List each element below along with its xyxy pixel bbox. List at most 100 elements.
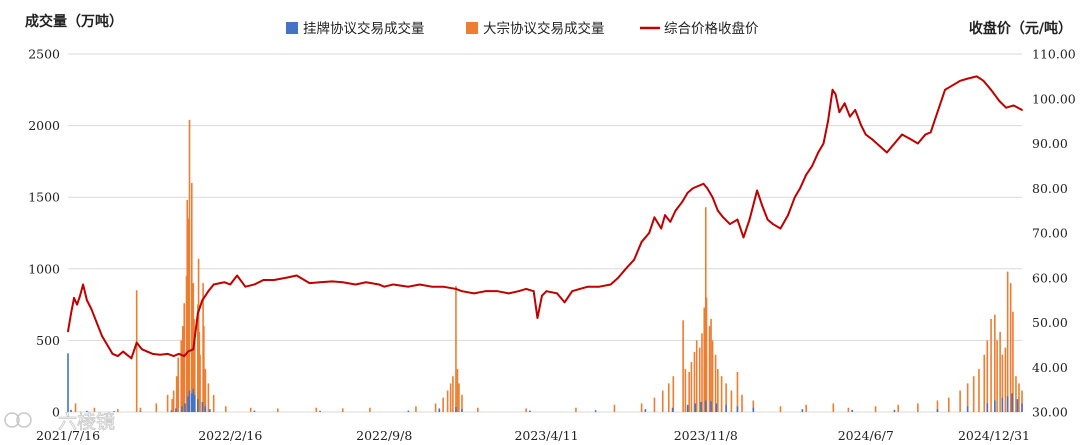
price-point: [166, 352, 169, 355]
price-point: [308, 282, 311, 285]
price-point: [111, 352, 114, 355]
x-tick-label: 2022/9/8: [356, 428, 412, 443]
bar-listing: [736, 406, 739, 412]
price-point: [273, 279, 275, 281]
right-tick-label: 110.00: [1032, 47, 1076, 62]
price-point: [697, 185, 700, 187]
bar-listing: [190, 393, 193, 412]
price-point: [761, 205, 764, 208]
bar-listing: [455, 406, 457, 412]
bar-listing: [197, 399, 199, 412]
price-point: [702, 182, 705, 185]
bar-block: [224, 406, 227, 412]
price-point: [541, 294, 543, 297]
price-point: [779, 227, 782, 230]
price-point: [817, 151, 820, 154]
watermark: 六棱镜: [4, 411, 115, 433]
price-point: [319, 281, 321, 284]
price-point: [936, 111, 939, 114]
price-point: [392, 283, 395, 286]
bar-block: [93, 407, 96, 412]
right-tick-label: 100.00: [1032, 91, 1076, 106]
bar-block: [204, 369, 207, 412]
legend-label-listing: 挂牌协议交易成交量: [303, 20, 425, 37]
price-point: [556, 292, 558, 295]
bar-block: [1004, 347, 1007, 412]
price-point: [805, 173, 808, 176]
bar-block: [461, 394, 463, 412]
bar-block: [341, 408, 344, 412]
bar-listing: [201, 401, 204, 412]
bar-block: [917, 403, 919, 412]
bar-block: [994, 314, 996, 412]
price-point: [229, 283, 232, 286]
bar-listing: [175, 408, 177, 412]
bar-block: [983, 354, 986, 412]
bar-block: [477, 407, 479, 412]
price-point: [854, 109, 857, 111]
bar-block: [442, 397, 444, 412]
left-tick-label: 500: [36, 333, 60, 348]
bar-listing: [986, 403, 989, 412]
price-point: [669, 220, 672, 223]
price-point: [640, 241, 643, 243]
watermark-logo-icon-2: [16, 412, 32, 428]
price-point: [178, 352, 180, 355]
bar-block: [1009, 283, 1012, 412]
price-point: [85, 299, 88, 302]
x-tick-label: 2022/2/16: [198, 428, 262, 443]
bar-block: [779, 406, 782, 412]
price-point: [849, 115, 851, 118]
bar-listing: [700, 401, 703, 412]
price-point: [692, 187, 694, 190]
bar-listing: [994, 400, 996, 412]
price-point: [101, 335, 103, 337]
bar-block: [193, 340, 196, 412]
legend-label-block: 大宗协议交易成交量: [483, 20, 605, 37]
bar-block: [180, 340, 183, 412]
price-point: [729, 223, 731, 225]
legend-label-price: 综合价格收盘价: [664, 20, 759, 37]
bar-listing: [170, 410, 173, 412]
price-point: [473, 292, 475, 295]
price-point: [860, 124, 863, 127]
price-point: [407, 285, 410, 288]
bar-listing: [193, 394, 196, 412]
bar-block: [212, 394, 215, 412]
bar-listing: [529, 410, 531, 412]
watermark-logo-icon: [4, 412, 20, 428]
bar-block: [613, 404, 616, 412]
price-point: [212, 283, 215, 286]
price-point: [536, 317, 539, 319]
bar-listing: [936, 409, 939, 412]
bar-listing: [1011, 393, 1013, 412]
bar-block: [730, 390, 733, 412]
price-point: [822, 142, 825, 145]
bar-block: [186, 200, 189, 412]
right-tick-label: 40.00: [1032, 360, 1068, 375]
bar-block: [449, 383, 452, 412]
bar-block: [277, 408, 279, 412]
price-point: [916, 142, 919, 145]
price-point: [787, 214, 789, 217]
bar-block: [714, 354, 717, 412]
bar-listing: [752, 407, 755, 412]
price-point: [73, 296, 75, 299]
price-point: [674, 209, 677, 212]
price-point: [146, 350, 149, 353]
bar-block: [705, 297, 708, 412]
price-point: [223, 281, 226, 284]
bar-block: [188, 119, 191, 412]
price-point: [843, 102, 846, 105]
bar-block: [752, 400, 755, 412]
bar-block: [693, 351, 696, 412]
bar-block: [458, 383, 460, 412]
price-point: [609, 283, 612, 286]
bar-listing: [70, 409, 72, 412]
price-point: [959, 79, 962, 82]
price-point: [365, 281, 368, 284]
bar-listing: [319, 410, 321, 412]
gridlines: [68, 53, 1022, 413]
price-point: [706, 187, 709, 190]
